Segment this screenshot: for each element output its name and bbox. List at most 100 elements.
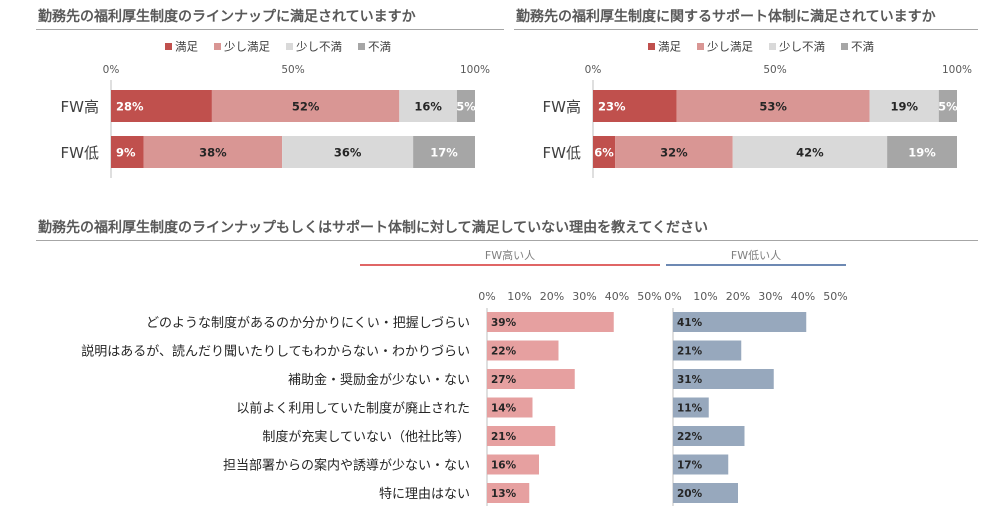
x-tick-reasons-high-4: 40% [605, 290, 629, 303]
group-label-fw-high: FW高い人 [485, 248, 535, 262]
data-label-reasons-high-3: 14% [491, 403, 517, 415]
data-label-lineup-1-3: 17% [430, 146, 458, 160]
category-label-support-0: FW高 [543, 98, 581, 116]
x-tick-support-1: 50% [763, 64, 786, 76]
bar-reasons-low-4 [673, 426, 745, 446]
bar-reasons-high-4 [487, 426, 556, 446]
data-label-reasons-low-1: 21% [677, 346, 703, 358]
x-tick-lineup-1: 50% [281, 64, 304, 76]
bar-lineup-0-0 [111, 90, 212, 122]
category-label-lineup-0: FW高 [61, 98, 99, 116]
bar-lineup-1-2 [282, 136, 414, 168]
title-underline-left [36, 29, 504, 30]
x-tick-reasons-low-1: 10% [693, 290, 717, 303]
bar-lineup-0-1 [211, 90, 400, 122]
bar-lineup-1-3 [413, 136, 475, 168]
bar-reasons-high-5 [487, 454, 539, 475]
title-underline-right [514, 29, 978, 30]
data-label-reasons-low-0: 41% [677, 317, 703, 329]
legend-swatch-lineup-0 [165, 43, 172, 50]
chart-title-support: 勤務先の福利厚生制度に関するサポート体制に満足されていますか [516, 9, 936, 25]
data-label-support-1-1: 32% [660, 146, 688, 160]
legend-swatch-support-1 [697, 43, 704, 50]
data-label-reasons-high-1: 22% [491, 346, 517, 358]
legend-label-support-0: 満足 [658, 40, 681, 54]
legend-swatch-support-2 [769, 43, 776, 50]
data-label-reasons-low-4: 22% [677, 431, 703, 443]
bar-support-1-3 [887, 136, 957, 168]
chart-title-lineup: 勤務先の福利厚生制度のラインナップに満足されていますか [38, 9, 416, 25]
category-label-reasons-6: 特に理由はない [379, 487, 470, 502]
data-label-reasons-low-3: 11% [677, 403, 703, 415]
bar-reasons-low-6 [673, 483, 738, 503]
category-label-reasons-5: 担当部署からの案内や誘導が少ない・ない [223, 458, 470, 474]
bar-reasons-low-2 [673, 369, 774, 389]
legend-swatch-support-0 [648, 43, 655, 50]
data-label-lineup-1-2: 36% [334, 146, 362, 160]
x-tick-reasons-low-2: 20% [726, 290, 750, 303]
category-label-reasons-4: 制度が充実していない（他社比等） [262, 429, 470, 445]
bar-reasons-high-0 [487, 312, 614, 332]
x-tick-lineup-2: 100% [460, 64, 490, 76]
bar-reasons-low-3 [673, 397, 709, 418]
data-label-support-0-1: 53% [759, 100, 787, 114]
data-label-support-0-2: 19% [890, 100, 918, 114]
data-label-support-1-3: 19% [908, 146, 936, 160]
legend-label-lineup-2: 少し不満 [296, 40, 342, 54]
data-label-reasons-high-6: 13% [491, 488, 517, 500]
bar-support-0-0 [593, 90, 677, 122]
x-tick-support-0: 0% [585, 64, 602, 76]
x-tick-reasons-low-0: 0% [664, 290, 681, 303]
data-label-reasons-high-2: 27% [491, 374, 517, 386]
legend-label-lineup-1: 少し満足 [224, 40, 270, 54]
category-label-reasons-3: 以前よく利用していた制度が廃止された [236, 401, 470, 417]
bar-reasons-high-3 [487, 397, 533, 418]
data-label-lineup-0-1: 52% [292, 100, 320, 114]
bar-reasons-low-1 [673, 340, 742, 361]
chart-title-reasons: 勤務先の福利厚生制度のラインナップもしくはサポート体制に対して満足していない理由… [38, 220, 709, 236]
bar-reasons-high-2 [487, 369, 575, 389]
legend-swatch-support-3 [841, 43, 848, 50]
bar-reasons-low-0 [673, 312, 807, 332]
data-label-lineup-1-0: 9% [116, 146, 136, 160]
data-label-support-0-3: 5% [938, 100, 958, 114]
category-label-lineup-1: FW低 [61, 144, 99, 162]
x-tick-reasons-high-5: 50% [637, 290, 661, 303]
category-label-support-1: FW低 [543, 144, 581, 162]
data-label-reasons-low-5: 17% [677, 460, 703, 472]
bar-lineup-0-2 [399, 90, 457, 122]
data-label-reasons-high-4: 21% [491, 431, 517, 443]
legend-swatch-lineup-3 [358, 43, 365, 50]
x-tick-reasons-high-0: 0% [478, 290, 495, 303]
x-tick-reasons-low-3: 30% [758, 290, 782, 303]
title-underline-bottom [36, 240, 978, 241]
data-label-lineup-0-2: 16% [414, 100, 442, 114]
data-label-reasons-low-2: 31% [677, 374, 703, 386]
group-label-fw-low: FW低い人 [731, 249, 781, 262]
data-label-support-1-2: 42% [796, 146, 824, 160]
legend-label-support-2: 少し不満 [779, 40, 825, 54]
bar-support-0-2 [869, 90, 939, 122]
x-tick-reasons-high-1: 10% [507, 290, 531, 303]
data-label-lineup-0-3: 5% [456, 100, 476, 114]
bar-lineup-1-0 [111, 136, 144, 168]
bar-support-1-0 [593, 136, 616, 168]
x-tick-reasons-high-2: 20% [540, 290, 564, 303]
legend-label-lineup-3: 不満 [368, 40, 391, 54]
bar-lineup-1-1 [143, 136, 283, 168]
legend-swatch-lineup-1 [214, 43, 221, 50]
category-label-reasons-2: 補助金・奨励金が少ない・ない [288, 372, 470, 388]
bar-support-0-3 [938, 90, 957, 122]
data-label-reasons-high-5: 16% [491, 460, 517, 472]
legend-label-support-1: 少し満足 [707, 40, 753, 54]
bar-support-1-1 [615, 136, 733, 168]
bar-reasons-high-1 [487, 340, 559, 361]
bar-support-0-1 [676, 90, 870, 122]
x-tick-reasons-low-5: 50% [823, 290, 847, 303]
x-tick-reasons-high-3: 30% [572, 290, 596, 303]
bar-support-1-2 [732, 136, 888, 168]
x-tick-reasons-low-4: 40% [791, 290, 815, 303]
bar-lineup-0-3 [456, 90, 475, 122]
data-label-reasons-high-0: 39% [491, 317, 517, 329]
